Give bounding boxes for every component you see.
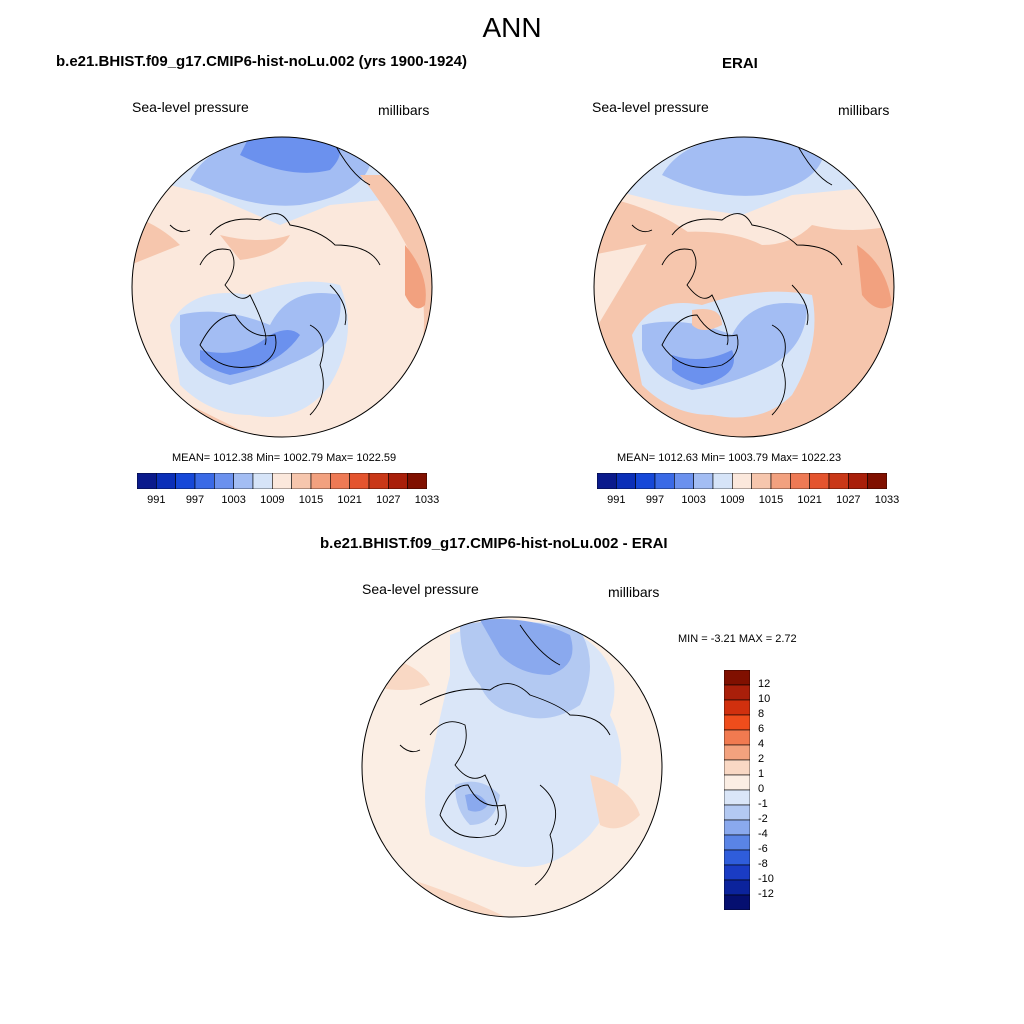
colorbar-tick-label: 997 (645, 494, 665, 506)
colorbar-box (724, 670, 750, 686)
colorbar-tick-label: 0 (758, 783, 765, 795)
colorbar-tick-label: -12 (758, 888, 774, 900)
colorbar-box (233, 473, 254, 489)
panel1-stats: MEAN= 1012.38 Min= 1002.79 Max= 1022.59 (172, 452, 397, 464)
colorbar-box (828, 473, 849, 489)
colorbar-box (724, 774, 750, 791)
colorbar-box (349, 473, 370, 489)
panel2-units-label: millibars (838, 102, 890, 118)
colorbar-tick-label: 1027 (376, 494, 401, 506)
panel1-colorbar (137, 473, 427, 489)
panel3-variable-label: Sea-level pressure (362, 581, 479, 597)
panel1-title: b.e21.BHIST.f09_g17.CMIP6-hist-noLu.002 … (56, 53, 467, 70)
colorbar-box (272, 473, 292, 489)
colorbar-tick-label: 1021 (797, 494, 822, 506)
panel3-title: b.e21.BHIST.f09_g17.CMIP6-hist-noLu.002 … (320, 535, 668, 552)
panel2-colorbar (597, 473, 887, 489)
colorbar-tick-label: 1021 (337, 494, 362, 506)
panel1-units-label: millibars (378, 102, 430, 118)
colorbar-tick-label: 1015 (758, 494, 784, 506)
panel3-stats: MIN = -3.21 MAX = 2.72 (678, 633, 797, 645)
colorbar-tick-label: -2 (758, 813, 768, 825)
colorbar-box (790, 473, 810, 489)
colorbar-tick-label: 1033 (874, 494, 900, 506)
panel2-colorbar-labels: 991 997 1003 1009 1015 1021 1027 1033 (597, 494, 899, 508)
colorbar-box (732, 473, 752, 489)
colorbar-tick-label: 1015 (298, 494, 324, 506)
colorbar-tick-label: -10 (758, 873, 774, 885)
colorbar-box (724, 699, 750, 716)
colorbar-box (724, 819, 750, 836)
colorbar-box (214, 473, 234, 489)
colorbar-tick-label: 8 (758, 708, 765, 720)
colorbar-tick-label: 10 (758, 693, 771, 705)
panel1-polar-map (131, 136, 433, 438)
colorbar-box (724, 729, 750, 746)
colorbar-box (867, 473, 887, 489)
panel3-colorbar-labels: 12 10 8 6 4 2 1 0 -1 -2 -4 -6 -8 -10 -12 (756, 670, 796, 910)
panel3-polar-map (361, 616, 663, 918)
panel1-variable-label: Sea-level pressure (132, 99, 249, 115)
main-title: ANN (482, 12, 542, 43)
colorbar-box (407, 473, 427, 489)
colorbar-box (194, 473, 215, 489)
colorbar-tick-label: 991 (147, 494, 166, 506)
colorbar-box (770, 473, 791, 489)
colorbar-box (712, 473, 733, 489)
panel2-variable-label: Sea-level pressure (592, 99, 709, 115)
colorbar-box (724, 684, 750, 701)
colorbar-box (848, 473, 868, 489)
colorbar-tick-label: -4 (758, 828, 768, 840)
panel1-colorbar-labels: 991 997 1003 1009 1015 1021 1027 1033 (137, 494, 439, 508)
colorbar-box (137, 473, 157, 489)
colorbar-box (724, 864, 750, 881)
colorbar-box (751, 473, 772, 489)
colorbar-box (597, 473, 617, 489)
colorbar-box (330, 473, 350, 489)
colorbar-tick-label: -1 (758, 798, 768, 810)
colorbar-box (724, 849, 750, 866)
colorbar-tick-label: 12 (758, 678, 771, 690)
colorbar-box (724, 879, 750, 896)
colorbar-box (368, 473, 389, 489)
panel3-units-label: millibars (608, 584, 660, 600)
colorbar-box (156, 473, 176, 489)
colorbar-tick-label: 991 (607, 494, 626, 506)
colorbar-box (724, 834, 750, 851)
colorbar-tick-label: 1 (758, 768, 765, 780)
colorbar-tick-label: 1003 (681, 494, 706, 506)
colorbar-tick-label: 1033 (414, 494, 440, 506)
colorbar-box (724, 789, 750, 806)
colorbar-tick-label: 1009 (720, 494, 745, 506)
panel2-stats: MEAN= 1012.63 Min= 1003.79 Max= 1022.23 (617, 452, 842, 464)
colorbar-box (693, 473, 714, 489)
colorbar-tick-label: 1009 (260, 494, 285, 506)
colorbar-tick-label: 4 (758, 738, 765, 750)
panel2-title: ERAI (722, 55, 758, 72)
colorbar-tick-label: 1027 (836, 494, 861, 506)
colorbar-box (635, 473, 656, 489)
colorbar-box (616, 473, 636, 489)
colorbar-tick-label: 6 (758, 723, 765, 735)
colorbar-tick-label: 997 (185, 494, 205, 506)
colorbar-tick-label: -6 (758, 843, 768, 855)
colorbar-box (724, 894, 750, 910)
colorbar-box (175, 473, 196, 489)
colorbar-box (388, 473, 408, 489)
colorbar-box (252, 473, 273, 489)
colorbar-tick-label: 1003 (221, 494, 246, 506)
colorbar-box (310, 473, 331, 489)
colorbar-box (724, 804, 750, 821)
colorbar-box (809, 473, 830, 489)
colorbar-tick-label: -8 (758, 858, 768, 870)
colorbar-box (724, 759, 750, 776)
panel2-polar-map (593, 136, 895, 438)
colorbar-box (674, 473, 694, 489)
colorbar-box (724, 714, 750, 731)
panel3-colorbar (724, 670, 750, 910)
colorbar-box (654, 473, 675, 489)
colorbar-tick-label: 2 (758, 753, 765, 765)
colorbar-box (291, 473, 312, 489)
colorbar-box (724, 744, 750, 761)
